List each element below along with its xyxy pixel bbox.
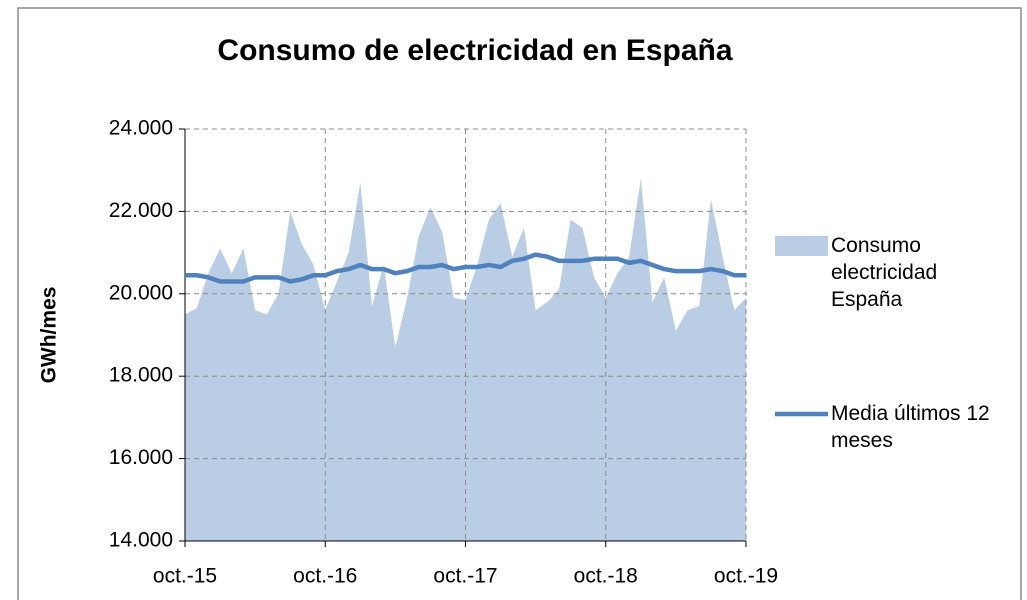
x-tick-label: oct.-17	[433, 565, 497, 588]
legend-swatch	[775, 236, 828, 256]
y-tick-label: 18.000	[109, 364, 173, 387]
legend-label: Media últimos 12 meses	[831, 402, 990, 452]
y-tick-label: 14.000	[109, 529, 173, 552]
x-tick-label: oct.-19	[714, 565, 778, 588]
chart-title: Consumo de electricidad en España	[217, 34, 732, 67]
y-tick-label: 16.000	[109, 446, 173, 469]
area	[185, 178, 746, 541]
y-tick-label: 22.000	[109, 199, 173, 222]
y-tick-label: 20.000	[109, 281, 173, 304]
line	[185, 252, 746, 284]
x-tick-label: oct.-16	[293, 565, 357, 588]
y-axis-label: GWh/mes	[38, 287, 61, 384]
legend-label: Consumo electricidad España	[831, 234, 938, 311]
y-tick-label: 24.000	[109, 117, 173, 140]
x-tick-label: oct.-15	[153, 565, 217, 588]
x-tick-label: oct.-18	[574, 565, 638, 588]
